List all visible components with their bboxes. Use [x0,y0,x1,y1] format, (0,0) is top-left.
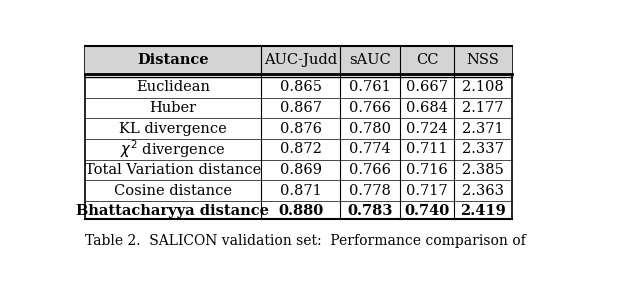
Text: 0.740: 0.740 [404,204,450,218]
Text: Table 2.  SALICON validation set:  Performance comparison of: Table 2. SALICON validation set: Perform… [85,234,525,248]
Text: Huber: Huber [149,101,196,115]
Text: Total Variation distance: Total Variation distance [85,163,261,177]
Text: 2.337: 2.337 [462,142,504,156]
Text: NSS: NSS [467,53,499,67]
Text: 0.865: 0.865 [280,80,322,94]
Text: 0.778: 0.778 [349,183,391,198]
Text: 2.363: 2.363 [462,183,504,198]
Text: Cosine distance: Cosine distance [114,183,232,198]
Text: 0.783: 0.783 [348,204,393,218]
Text: AUC-Judd: AUC-Judd [264,53,337,67]
Text: 0.780: 0.780 [349,122,391,136]
Text: 0.684: 0.684 [406,101,448,115]
Text: 2.419: 2.419 [460,204,506,218]
Text: 0.871: 0.871 [280,183,321,198]
Text: 0.717: 0.717 [406,183,448,198]
Text: 0.766: 0.766 [349,101,391,115]
Text: 0.724: 0.724 [406,122,448,136]
Text: 2.108: 2.108 [462,80,504,94]
Text: 2.385: 2.385 [462,163,504,177]
Text: KL divergence: KL divergence [119,122,227,136]
Text: $\chi^2$ divergence: $\chi^2$ divergence [120,139,225,160]
Text: 0.880: 0.880 [278,204,323,218]
Text: 0.711: 0.711 [406,142,448,156]
Text: sAUC: sAUC [349,53,391,67]
Text: Bhattacharyya distance: Bhattacharyya distance [77,204,269,218]
Text: 0.761: 0.761 [349,80,391,94]
Text: 0.774: 0.774 [349,142,391,156]
Text: Distance: Distance [137,53,209,67]
Text: Euclidean: Euclidean [136,80,210,94]
Text: 0.876: 0.876 [280,122,322,136]
Text: CC: CC [416,53,438,67]
Text: 0.867: 0.867 [280,101,322,115]
Text: 0.716: 0.716 [406,163,448,177]
Text: 2.177: 2.177 [462,101,504,115]
Text: 0.766: 0.766 [349,163,391,177]
Text: 0.869: 0.869 [280,163,322,177]
Text: 2.371: 2.371 [462,122,504,136]
Text: 0.667: 0.667 [406,80,448,94]
Text: 0.872: 0.872 [280,142,322,156]
